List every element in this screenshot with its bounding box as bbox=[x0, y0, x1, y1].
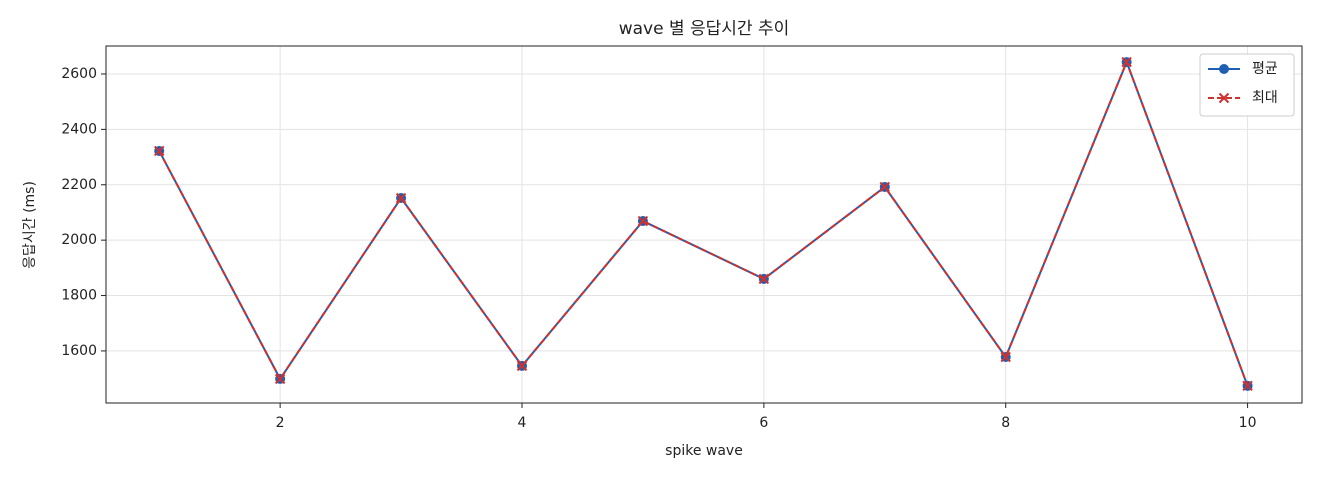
legend-label: 평균 bbox=[1252, 61, 1278, 77]
x-tick-label: 4 bbox=[518, 415, 527, 431]
marker bbox=[1242, 380, 1253, 392]
marker bbox=[516, 360, 528, 372]
y-tick-label: 1600 bbox=[61, 343, 97, 359]
y-tick-label: 2400 bbox=[61, 121, 97, 137]
marker bbox=[1121, 56, 1132, 68]
legend-box bbox=[1199, 53, 1295, 117]
marker bbox=[1000, 351, 1011, 363]
marker bbox=[274, 373, 286, 385]
x-tick-label: 2 bbox=[276, 415, 285, 431]
marker bbox=[395, 192, 407, 204]
x-axis-label: spike wave bbox=[665, 443, 743, 459]
plot-frame bbox=[105, 45, 1303, 404]
x-tick-label: 10 bbox=[1239, 415, 1257, 431]
series-line bbox=[158, 59, 1249, 387]
legend-label: 최대 bbox=[1252, 90, 1278, 106]
y-axis-label: 응답시간 (ms) bbox=[22, 181, 38, 269]
marker bbox=[879, 181, 890, 193]
legend-marker bbox=[1218, 92, 1230, 104]
marker bbox=[154, 145, 165, 157]
x-tick-label: 8 bbox=[1001, 415, 1010, 431]
marker bbox=[637, 215, 649, 227]
marker bbox=[758, 273, 770, 285]
y-tick-label: 2200 bbox=[61, 177, 97, 193]
chart-title: wave 별 응답시간 추이 bbox=[619, 19, 790, 39]
legend-marker bbox=[1219, 64, 1229, 74]
y-tick-label: 2600 bbox=[61, 66, 97, 82]
x-tick-label: 6 bbox=[759, 415, 768, 431]
y-tick-label: 2000 bbox=[61, 232, 97, 248]
y-tick-label: 1800 bbox=[61, 288, 97, 304]
